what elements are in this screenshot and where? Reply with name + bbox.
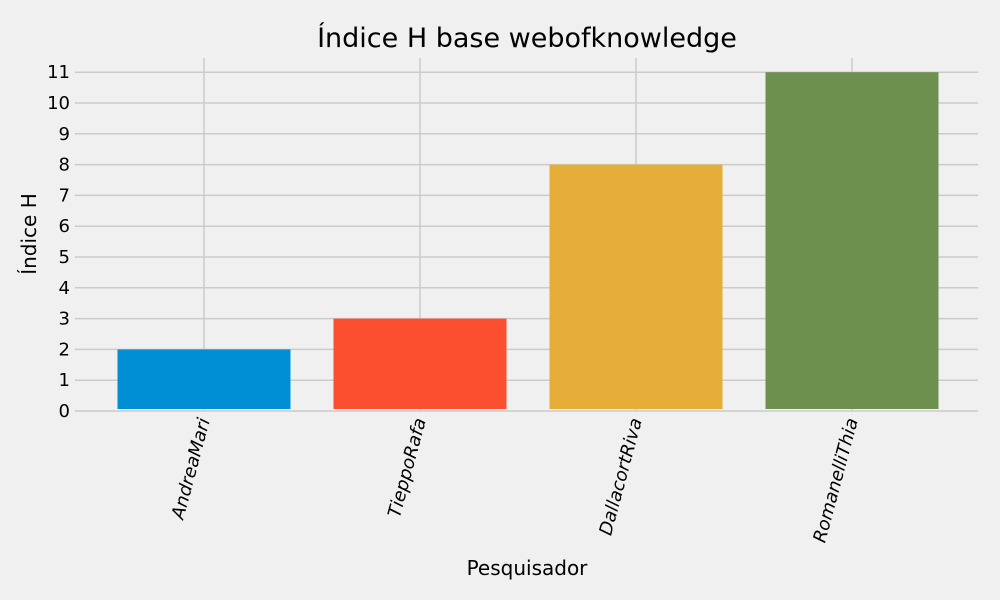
x-axis-label: Pesquisador [467,556,589,580]
y-tick-label: 1 [59,370,70,391]
bar-dallacortriva [549,164,723,409]
y-tick-label: 0 [59,401,70,422]
y-tick-label: 3 [59,309,70,330]
y-axis-label: Índice H [17,193,41,275]
y-tick-label: 4 [59,278,70,299]
chart-title: Índice H base webofknowledge [317,22,737,54]
bar-romanellithia [765,72,939,409]
y-tick-label: 11 [47,62,70,83]
y-tick-label: 2 [59,339,70,360]
y-tick-label: 5 [59,247,70,268]
bar-andreamari [117,349,291,409]
y-tick-label: 7 [59,185,70,206]
bars-layer [117,72,939,409]
y-tick-label: 6 [59,216,70,237]
y-tick-labels: 0 1 2 3 4 5 6 7 8 9 10 11 [47,62,70,422]
y-tick-label: 8 [59,155,70,176]
y-tick-label: 9 [59,124,70,145]
bar-tiepporafa [333,318,507,409]
y-tick-label: 10 [47,93,70,114]
